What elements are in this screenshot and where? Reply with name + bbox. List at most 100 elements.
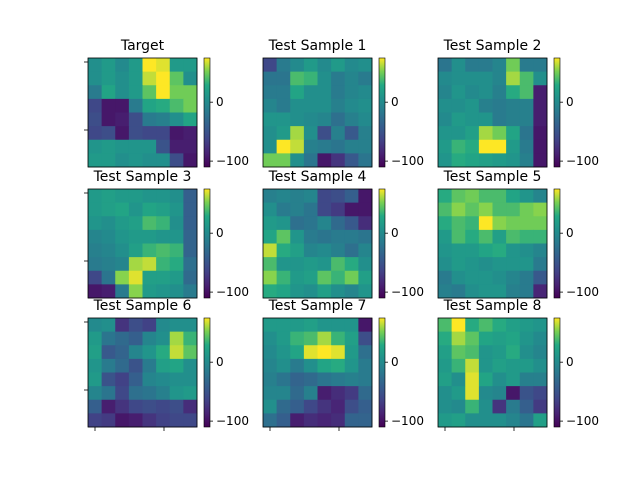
heatmap-cell (263, 216, 278, 231)
heatmap-cell (88, 284, 103, 299)
heatmap-cell (344, 202, 359, 217)
heatmap-cell (465, 270, 480, 285)
heatmap-cell (506, 270, 521, 285)
heatmap-cell (88, 318, 103, 333)
heatmap-cell (465, 345, 480, 360)
heatmap-cell (533, 358, 548, 373)
heatmap-cell (276, 71, 291, 86)
heatmap-cell (115, 139, 130, 154)
heatmap-cell (303, 345, 318, 360)
heatmap-cell (519, 202, 534, 217)
heatmap-cell (276, 331, 291, 346)
heatmap-cell (263, 243, 278, 258)
heatmap-cell (142, 189, 157, 204)
heatmap-cell (290, 257, 305, 272)
heatmap-cell (142, 126, 157, 141)
heatmap-cell (519, 112, 534, 127)
heatmap-cell (115, 189, 130, 204)
heatmap-cell (478, 112, 493, 127)
heatmap-cell (276, 257, 291, 272)
heatmap-cell (156, 216, 171, 231)
heatmap-cell (276, 270, 291, 285)
heatmap-cell (263, 399, 278, 414)
heatmap-cell (519, 85, 534, 100)
heatmap-cell (358, 126, 373, 141)
heatmap-cell (142, 284, 157, 299)
heatmap-cell (183, 399, 198, 414)
heatmap-cell (290, 358, 305, 373)
heatmap-cell (290, 386, 305, 401)
heatmap-cell (263, 413, 278, 428)
heatmap-cell (115, 98, 130, 113)
heatmap-cell (276, 58, 291, 73)
heatmap-cell (492, 399, 507, 414)
heatmap-cell (101, 284, 116, 299)
heatmap-cell (344, 318, 359, 333)
heatmap-cell (142, 139, 157, 154)
heatmap-cell (183, 386, 198, 401)
heatmap-cell (344, 331, 359, 346)
heatmap-cell (331, 413, 346, 428)
heatmap-cell (169, 243, 184, 258)
heatmap-cell (344, 112, 359, 127)
heatmap-cell (451, 243, 466, 258)
heatmap-cell (451, 58, 466, 73)
heatmap-cell (276, 243, 291, 258)
heatmap-cell (128, 399, 143, 414)
heatmap-cell (142, 257, 157, 272)
heatmap-cell (263, 386, 278, 401)
heatmap-cell (142, 345, 157, 360)
heatmap-cell (115, 126, 130, 141)
heatmap-cell (88, 331, 103, 346)
heatmap-cell (317, 372, 332, 387)
heatmap-cell (519, 257, 534, 272)
heatmap-cell (519, 372, 534, 387)
panel-title: Test Sample 8 (443, 298, 542, 314)
heatmap-cell (290, 112, 305, 127)
heatmap-cell (156, 98, 171, 113)
colorbar (553, 188, 561, 299)
heatmap-cell (183, 98, 198, 113)
heatmap-cell (533, 386, 548, 401)
panel-3: Test Sample 2 0 −100 (437, 38, 599, 168)
heatmap-cell (115, 358, 130, 373)
heatmap-cell (344, 413, 359, 428)
heatmap-cell (438, 413, 453, 428)
heatmap-cell (478, 270, 493, 285)
heatmap-cell (317, 345, 332, 360)
heatmap-cell (183, 331, 198, 346)
heatmap-cell (128, 85, 143, 100)
heatmap-cell (519, 126, 534, 141)
panel-title: Test Sample 6 (93, 298, 192, 314)
heatmap-cell (169, 202, 184, 217)
heatmap-cell (519, 345, 534, 360)
heatmap-cell (533, 139, 548, 154)
heatmap-cell (358, 413, 373, 428)
heatmap-cell (290, 202, 305, 217)
heatmap-cell (492, 153, 507, 168)
heatmap-cell (276, 189, 291, 204)
heatmap-cell (533, 243, 548, 258)
heatmap-cell (263, 270, 278, 285)
heatmap-cell (303, 358, 318, 373)
heatmap-cell (331, 202, 346, 217)
heatmap-cell (156, 58, 171, 73)
heatmap-cell (183, 216, 198, 231)
heatmap-cell (451, 139, 466, 154)
heatmap-cell (533, 112, 548, 127)
heatmap-cell (101, 270, 116, 285)
heatmap-cell (128, 189, 143, 204)
heatmap-cell (344, 270, 359, 285)
heatmap-cell (465, 331, 480, 346)
heatmap-cell (303, 399, 318, 414)
heatmap-cell (169, 257, 184, 272)
heatmap-cell (465, 216, 480, 231)
heatmap-cell (331, 284, 346, 299)
heatmap-cell (169, 112, 184, 127)
heatmap-cell (276, 153, 291, 168)
heatmap-cell (451, 372, 466, 387)
heatmap-cell (438, 112, 453, 127)
heatmap-cell (533, 71, 548, 86)
heatmap-cell (263, 331, 278, 346)
heatmap-cell (115, 257, 130, 272)
